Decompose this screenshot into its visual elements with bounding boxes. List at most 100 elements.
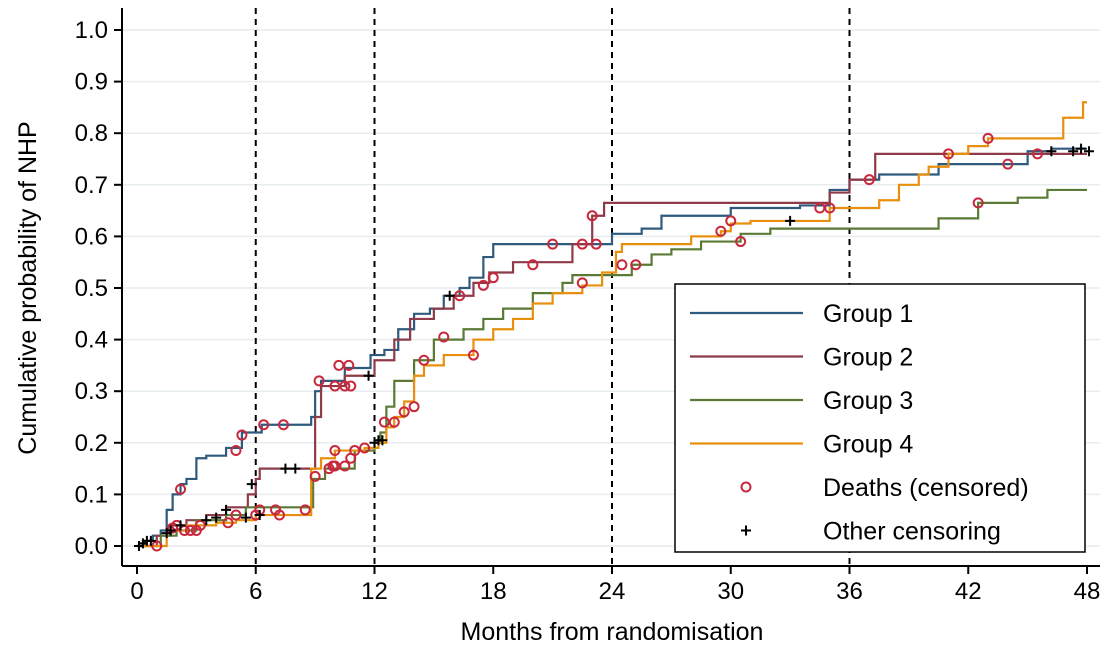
death-marker-27 [339,460,351,472]
series-line-group-3 [137,188,1087,548]
y-tick-label-3: 0.3 [75,378,108,405]
death-marker-56 [824,202,836,214]
y-tick-label-9: 0.9 [75,69,108,96]
death-marker-42 [487,272,499,284]
legend-label-other-censoring: Other censoring [823,518,1001,546]
other-censoring-marker-9 [221,504,232,515]
x-tick-label-7: 42 [955,578,982,605]
death-marker-49 [590,238,602,250]
y-tick-label-0: 0.0 [75,533,108,560]
legend-label-group-3: Group 3 [823,387,913,415]
other-censoring-marker-11 [246,479,257,490]
death-marker-4 [184,525,196,537]
death-marker-61 [1002,158,1014,170]
death-marker-6 [194,519,206,531]
death-marker-26 [345,380,357,392]
death-marker-44 [527,259,539,271]
other-censoring-marker-13 [280,463,291,474]
other-censoring-marker-12 [254,510,265,521]
death-marker-37 [408,401,420,413]
censoring-markers [133,132,1094,552]
death-marker-47 [576,238,588,250]
legend-label-deaths: Deaths (censored) [823,474,1029,502]
x-axis-label: Months from randomisation [461,618,764,646]
death-marker-24 [333,359,345,371]
other-censoring-marker-21 [1046,146,1057,157]
legend-death-marker [740,481,752,493]
legend-other-censoring-marker [741,525,751,536]
y-tick-label-10: 1.0 [75,17,108,44]
death-marker-46 [576,277,588,289]
death-marker-11 [230,509,242,521]
death-marker-52 [715,225,727,237]
death-marker-18 [299,504,311,516]
death-marker-60 [982,132,994,144]
death-marker-59 [972,197,984,209]
x-tick-label-1: 6 [249,578,262,605]
x-tick-label-8: 48 [1074,578,1101,605]
other-censoring-marker-24 [1083,146,1094,157]
death-marker-54 [735,236,747,248]
y-tick-label-1: 0.1 [75,481,108,508]
series-line-group-1 [137,147,1087,548]
y-tick-label-4: 0.4 [75,327,108,354]
x-tick-label-6: 36 [836,578,863,605]
other-censoring-marker-6 [175,520,186,531]
death-marker-17 [274,509,285,521]
series-line-group-4 [137,101,1087,548]
other-censoring-marker-14 [290,463,301,474]
death-marker-20 [313,375,325,387]
y-tick-label-7: 0.7 [75,172,108,199]
x-tick-label-5: 30 [717,578,744,605]
legend-label-group-1: Group 1 [823,300,913,328]
death-marker-14 [258,419,270,431]
death-marker-41 [467,349,479,361]
death-marker-57 [863,174,875,186]
death-marker-53 [725,215,737,227]
x-tick-label-3: 18 [480,578,507,605]
death-marker-15 [277,419,289,431]
death-marker-45 [547,238,559,250]
tick-labels: 0.0 0.1 0.2 0.3 0.4 0.5 0.6 0.7 0.8 0.9 1.0 0 6 12 18 2… [75,17,1101,605]
death-marker-33 [359,442,371,454]
other-censoring-marker-15 [363,370,374,381]
death-marker-38 [418,354,430,366]
y-axis-label: Cumulative probability of NHP [14,121,42,454]
death-marker-10 [222,517,234,529]
legend-label-group-2: Group 2 [823,344,913,372]
x-tick-label-4: 24 [599,578,626,605]
other-censoring-marker-5 [165,525,176,536]
y-tick-label-2: 0.2 [75,430,108,457]
death-marker-39 [438,331,450,343]
other-censoring-marker-23 [1076,143,1087,154]
death-marker-62 [1032,148,1044,160]
death-marker-8 [230,445,242,457]
other-censoring-marker-20 [785,215,796,226]
other-censoring-marker-8 [211,512,222,523]
death-marker-35 [388,416,400,428]
x-tick-label-0: 0 [130,578,143,605]
death-marker-7 [175,483,187,495]
other-censoring-marker-22 [1068,146,1079,157]
death-marker-0 [151,540,163,552]
axes [114,8,1100,574]
death-marker-34 [378,416,390,428]
death-marker-32 [343,359,355,371]
death-marker-43 [477,279,489,291]
y-tick-label-8: 0.8 [75,120,108,147]
legend-box [674,283,1086,553]
other-censoring-marker-3 [145,535,156,546]
other-censoring-marker-18 [377,435,388,446]
death-marker-25 [339,380,351,392]
other-censoring-marker-7 [201,515,212,526]
y-tick-label-5: 0.5 [75,275,108,302]
death-marker-51 [630,259,642,271]
other-censoring-marker-19 [444,290,455,301]
death-marker-48 [586,210,598,222]
death-marker-40 [454,290,466,302]
death-marker-36 [398,406,410,418]
death-marker-9 [236,429,248,441]
death-marker-30 [329,445,341,457]
death-marker-50 [616,259,628,271]
